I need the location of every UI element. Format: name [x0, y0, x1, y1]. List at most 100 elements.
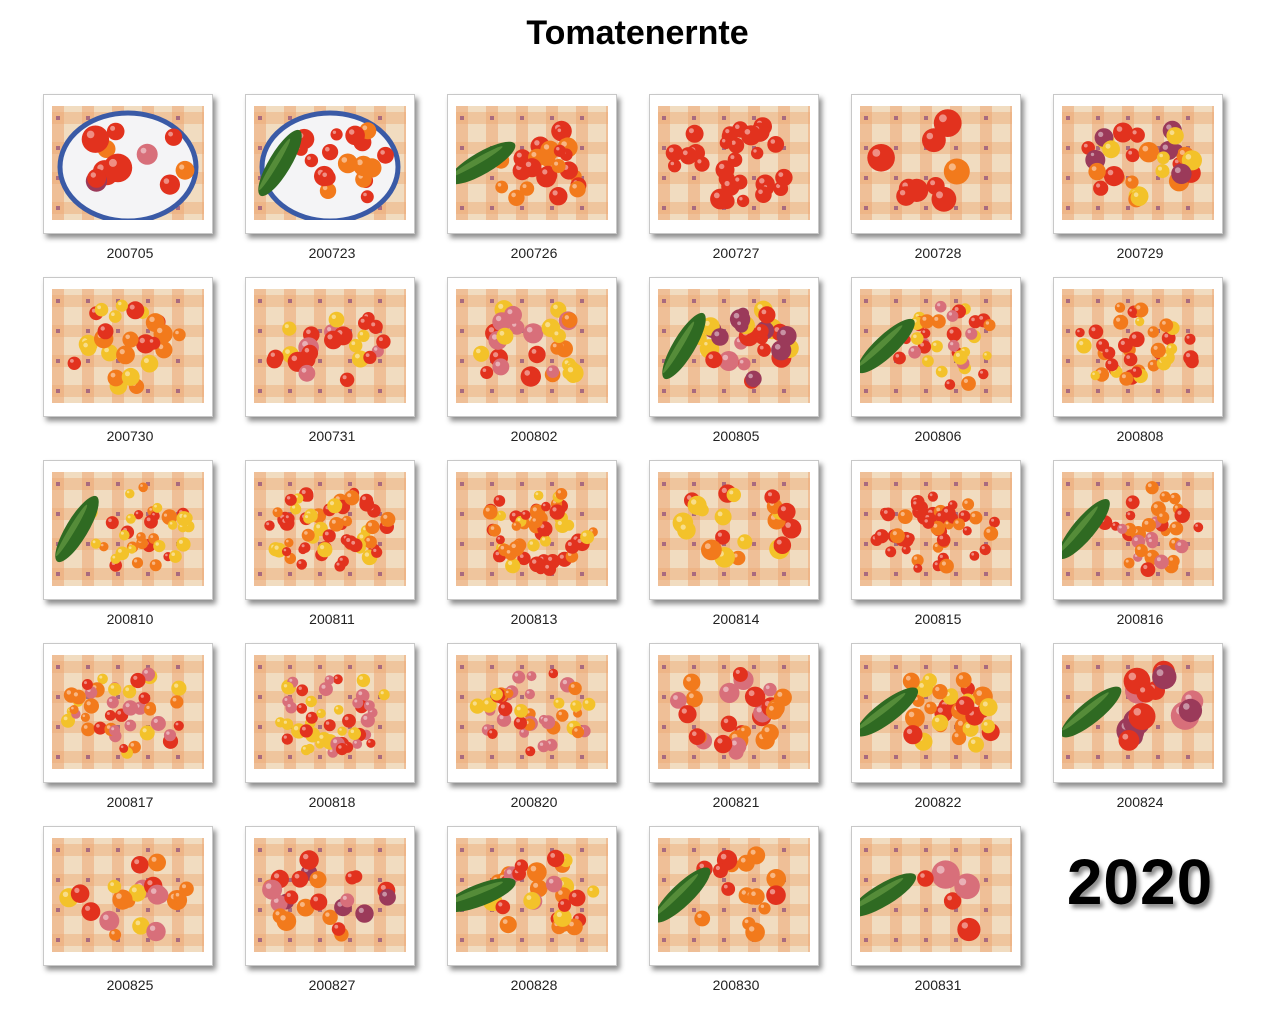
harvest-photo — [860, 106, 1012, 220]
photo-frame[interactable] — [649, 643, 819, 783]
photo-tile[interactable]: 200813 — [447, 460, 621, 635]
harvest-photo — [254, 289, 406, 403]
photo-tile[interactable]: 200730 — [43, 277, 217, 452]
photo-caption: 200805 — [712, 428, 760, 444]
photo-caption: 200828 — [510, 977, 558, 993]
harvest-photo — [860, 289, 1012, 403]
photo-tile[interactable]: 200821 — [649, 643, 823, 818]
photo-tile[interactable]: 200828 — [447, 826, 621, 1001]
photo-frame[interactable] — [447, 94, 617, 234]
harvest-photo — [52, 289, 204, 403]
photo-frame[interactable] — [447, 643, 617, 783]
harvest-photo — [254, 472, 406, 586]
photo-caption: 200822 — [914, 794, 962, 810]
photo-frame[interactable] — [649, 94, 819, 234]
photo-caption: 200830 — [712, 977, 760, 993]
photo-frame[interactable] — [245, 643, 415, 783]
photo-caption: 200730 — [106, 428, 154, 444]
photo-caption: 200728 — [914, 245, 962, 261]
harvest-photo — [52, 655, 204, 769]
photo-caption: 200802 — [510, 428, 558, 444]
photo-frame[interactable] — [1053, 643, 1223, 783]
photo-caption: 200824 — [1116, 794, 1164, 810]
harvest-photo — [456, 289, 608, 403]
photo-frame[interactable] — [851, 94, 1021, 234]
photo-frame[interactable] — [649, 277, 819, 417]
photo-frame[interactable] — [245, 826, 415, 966]
photo-tile[interactable]: 200810 — [43, 460, 217, 635]
photo-caption: 200811 — [309, 611, 355, 627]
harvest-photo — [456, 106, 608, 220]
photo-frame[interactable] — [1053, 277, 1223, 417]
photo-caption: 200816 — [1116, 611, 1164, 627]
year-label: 2020 — [1066, 846, 1214, 918]
page-title: Tomatenernte — [526, 14, 749, 52]
harvest-photo — [1062, 106, 1214, 220]
photo-tile[interactable]: 200731 — [245, 277, 419, 452]
photo-frame[interactable] — [851, 643, 1021, 783]
photo-tile[interactable]: 200728 — [851, 94, 1025, 269]
photo-tile[interactable]: 200825 — [43, 826, 217, 1001]
photo-frame[interactable] — [447, 460, 617, 600]
photo-frame[interactable] — [447, 277, 617, 417]
photo-tile[interactable]: 200802 — [447, 277, 621, 452]
photo-frame[interactable] — [851, 460, 1021, 600]
photo-caption: 200705 — [106, 245, 154, 261]
photo-caption: 200827 — [308, 977, 356, 993]
photo-tile[interactable]: 200827 — [245, 826, 419, 1001]
photo-frame[interactable] — [447, 826, 617, 966]
photo-tile[interactable]: 200822 — [851, 643, 1025, 818]
harvest-photo — [1062, 655, 1214, 769]
photo-caption: 200818 — [308, 794, 356, 810]
harvest-photo — [52, 838, 204, 952]
photo-tile[interactable]: 200814 — [649, 460, 823, 635]
harvest-photo — [254, 106, 406, 220]
photo-caption: 200808 — [1116, 428, 1164, 444]
photo-frame[interactable] — [43, 643, 213, 783]
photo-frame[interactable] — [245, 277, 415, 417]
photo-tile[interactable]: 200805 — [649, 277, 823, 452]
photo-tile[interactable]: 200726 — [447, 94, 621, 269]
photo-frame[interactable] — [245, 460, 415, 600]
photo-frame[interactable] — [43, 277, 213, 417]
photo-tile[interactable]: 200815 — [851, 460, 1025, 635]
photo-tile[interactable]: 200808 — [1053, 277, 1227, 452]
photo-frame[interactable] — [851, 277, 1021, 417]
photo-caption: 200723 — [308, 245, 356, 261]
photo-frame[interactable] — [649, 460, 819, 600]
photo-tile[interactable]: 200729 — [1053, 94, 1227, 269]
photo-tile[interactable]: 200830 — [649, 826, 823, 1001]
harvest-photo — [456, 472, 608, 586]
photo-frame[interactable] — [1053, 94, 1223, 234]
photo-caption: 200806 — [914, 428, 962, 444]
photo-caption: 200731 — [308, 428, 356, 444]
photo-frame[interactable] — [649, 826, 819, 966]
harvest-photo — [658, 472, 810, 586]
photo-tile[interactable]: 200723 — [245, 94, 419, 269]
photo-tile[interactable]: 200806 — [851, 277, 1025, 452]
photo-frame[interactable] — [851, 826, 1021, 966]
photo-tile[interactable]: 200820 — [447, 643, 621, 818]
harvest-photo — [52, 472, 204, 586]
harvest-photo — [456, 838, 608, 952]
photo-caption: 200817 — [106, 794, 154, 810]
photo-caption: 200821 — [712, 794, 760, 810]
photo-tile[interactable]: 200818 — [245, 643, 419, 818]
photo-frame[interactable] — [1053, 460, 1223, 600]
harvest-photo — [658, 655, 810, 769]
photo-tile[interactable]: 200705 — [43, 94, 217, 269]
harvest-photo — [254, 838, 406, 952]
photo-frame[interactable] — [245, 94, 415, 234]
photo-frame[interactable] — [43, 94, 213, 234]
photo-tile[interactable]: 200831 — [851, 826, 1025, 1001]
photo-caption: 200813 — [510, 611, 558, 627]
photo-frame[interactable] — [43, 460, 213, 600]
photo-tile[interactable]: 200817 — [43, 643, 217, 818]
photo-frame[interactable] — [43, 826, 213, 966]
photo-tile[interactable]: 200824 — [1053, 643, 1227, 818]
photo-tile[interactable]: 200816 — [1053, 460, 1227, 635]
harvest-photo — [860, 838, 1012, 952]
photo-tile[interactable]: 200811 — [245, 460, 419, 635]
photo-caption: 200727 — [712, 245, 760, 261]
photo-tile[interactable]: 200727 — [649, 94, 823, 269]
